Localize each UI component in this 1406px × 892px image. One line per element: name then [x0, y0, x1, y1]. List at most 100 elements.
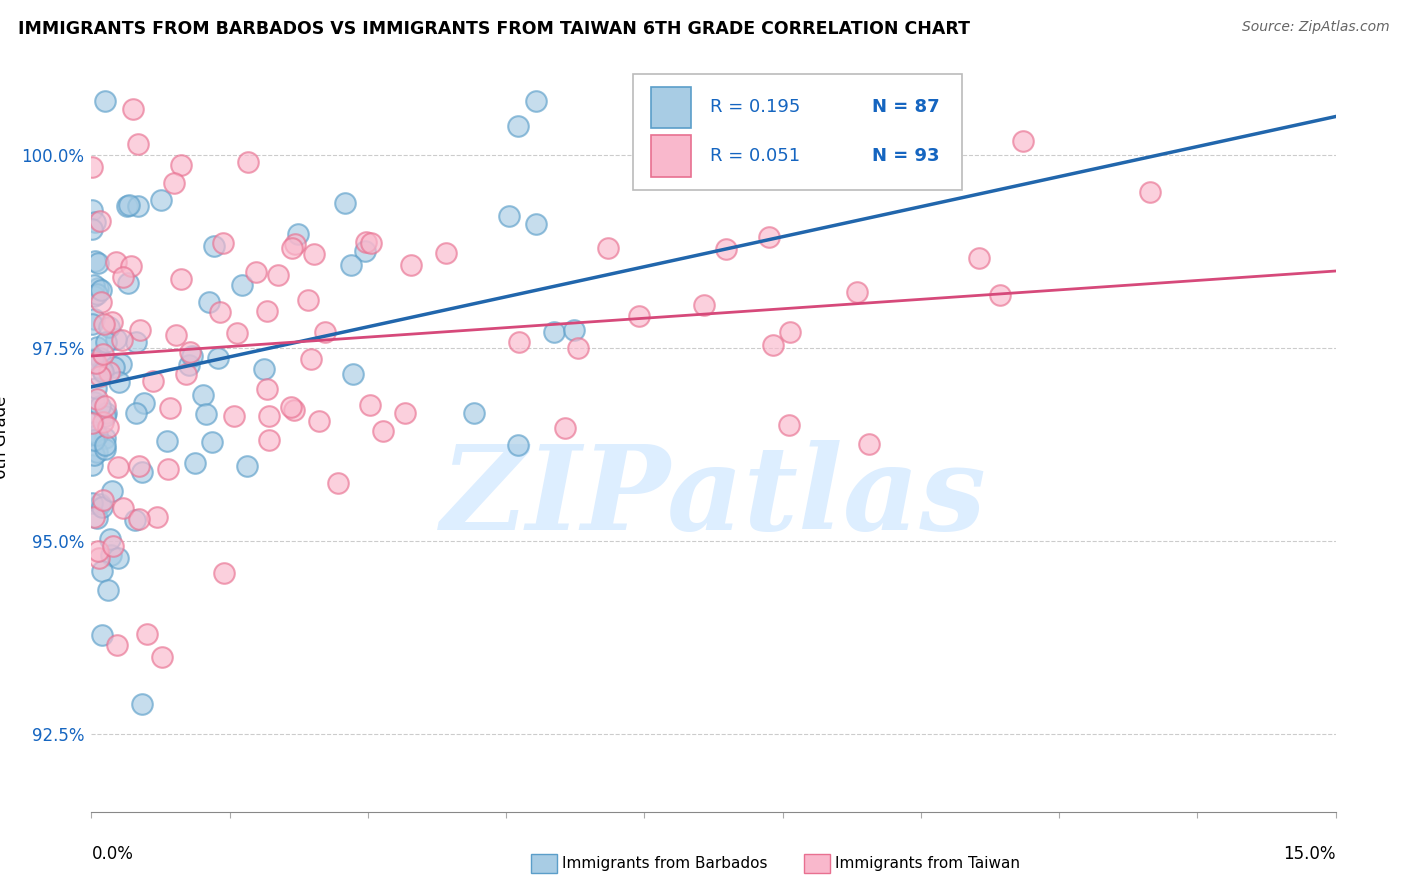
Text: R = 0.051: R = 0.051: [710, 147, 800, 165]
Point: [84, 381, 107, 395]
Point: [156, 434, 179, 449]
Point: [179, 344, 201, 359]
Point: [543, 325, 565, 339]
Point: [129, 322, 152, 336]
Point: [562, 323, 585, 337]
Point: [91, 365, 114, 379]
Point: [100, 548, 122, 562]
Point: [97, 583, 120, 598]
Point: [112, 501, 135, 516]
Bar: [651, 87, 692, 128]
Point: [209, 304, 232, 318]
Point: [89, 368, 111, 383]
Point: [94, 406, 117, 420]
Bar: [651, 136, 692, 177]
Point: [769, 102, 792, 116]
Point: [156, 462, 179, 476]
Point: [326, 475, 349, 490]
Point: [82, 458, 104, 473]
Text: Immigrants from Taiwan: Immigrants from Taiwan: [835, 856, 1021, 871]
Point: [82, 203, 104, 218]
Point: [110, 357, 132, 371]
Point: [181, 349, 204, 363]
Point: [82, 496, 104, 510]
Point: [716, 242, 738, 256]
Point: [82, 160, 104, 174]
Point: [235, 459, 257, 474]
Point: [267, 268, 290, 282]
Point: [108, 375, 131, 389]
Point: [211, 235, 233, 250]
Point: [354, 235, 377, 249]
Point: [149, 193, 172, 207]
Point: [257, 433, 280, 447]
Point: [94, 431, 117, 445]
Text: ZIPatlas: ZIPatlas: [440, 440, 987, 555]
Point: [98, 532, 121, 546]
Point: [299, 351, 322, 366]
Point: [820, 171, 842, 186]
Point: [280, 241, 302, 255]
Bar: [531, 854, 557, 873]
Point: [131, 697, 153, 711]
Point: [84, 253, 107, 268]
Point: [231, 278, 253, 293]
Point: [193, 387, 215, 401]
Point: [508, 438, 530, 452]
Point: [201, 435, 224, 450]
Point: [931, 156, 953, 170]
Point: [89, 497, 111, 511]
Point: [101, 484, 124, 499]
Point: [779, 325, 801, 339]
Point: [360, 235, 382, 250]
Point: [236, 154, 259, 169]
Point: [202, 239, 225, 253]
Point: [394, 406, 416, 420]
Point: [253, 362, 276, 376]
Point: [128, 512, 150, 526]
Point: [93, 438, 115, 452]
Point: [163, 177, 186, 191]
Point: [122, 102, 145, 116]
Point: [314, 325, 336, 339]
Point: [90, 627, 112, 641]
Point: [83, 395, 105, 409]
Point: [107, 551, 129, 566]
Point: [86, 511, 108, 525]
Point: [284, 236, 307, 251]
Point: [302, 247, 325, 261]
Point: [83, 425, 105, 439]
Point: [105, 638, 128, 652]
Point: [83, 510, 105, 524]
Point: [91, 500, 114, 515]
Point: [101, 539, 124, 553]
Point: [967, 251, 990, 265]
Point: [988, 288, 1011, 302]
Point: [87, 280, 110, 294]
Text: Immigrants from Barbados: Immigrants from Barbados: [562, 856, 768, 871]
Point: [87, 255, 110, 269]
Point: [94, 399, 117, 413]
Point: [165, 328, 187, 343]
Point: [308, 414, 330, 428]
Point: [120, 259, 142, 273]
Point: [567, 341, 589, 355]
Point: [83, 278, 105, 293]
Point: [86, 427, 108, 442]
Point: [83, 289, 105, 303]
Point: [82, 317, 104, 331]
Point: [174, 367, 197, 381]
Point: [93, 347, 115, 361]
Point: [86, 339, 108, 353]
Point: [91, 415, 114, 429]
Text: 15.0%: 15.0%: [1284, 846, 1336, 863]
Point: [94, 442, 117, 456]
Point: [84, 355, 107, 369]
Point: [1139, 185, 1161, 199]
Point: [97, 420, 120, 434]
Point: [628, 309, 651, 323]
Point: [508, 334, 530, 349]
Text: N = 93: N = 93: [872, 147, 939, 165]
Point: [159, 401, 181, 415]
Point: [758, 230, 780, 244]
